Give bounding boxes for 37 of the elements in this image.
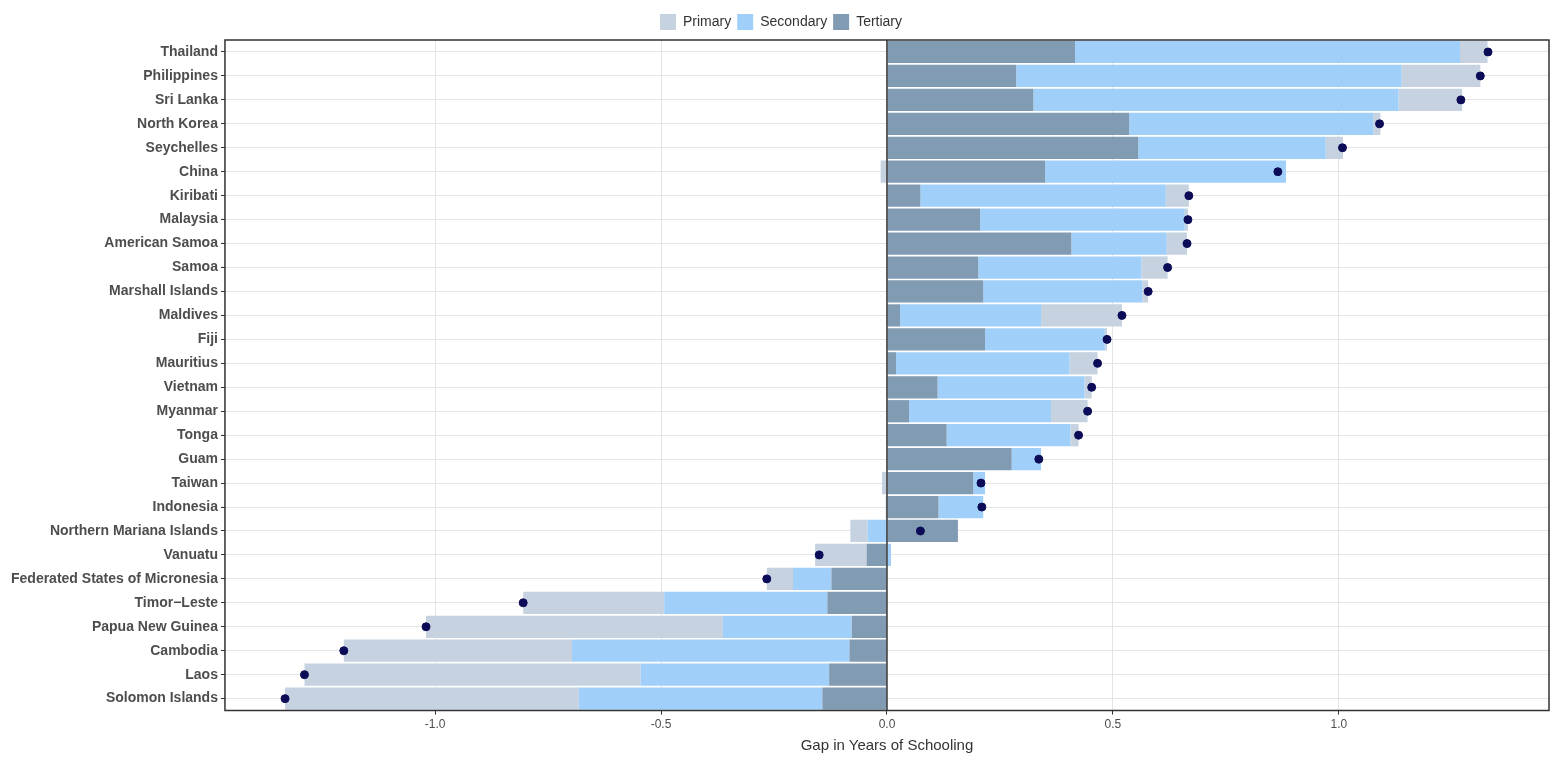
legend-label: Primary — [682, 12, 732, 29]
y-tick-label: Northern Mariana Islands — [49, 521, 219, 538]
y-tick-label: Vietnam — [163, 378, 218, 395]
y-tick-label: Papua New Guinea — [91, 617, 219, 634]
y-tick-label: American Samoa — [104, 234, 219, 251]
y-tick-label: Fiji — [197, 330, 218, 347]
y-tick-label: Myanmar — [156, 402, 219, 419]
y-tick-label: Tonga — [176, 426, 219, 443]
y-tick-label: Laos — [185, 665, 219, 682]
x-axis-title: Gap in Years of Schooling — [800, 736, 974, 754]
y-tick-label: Maldives — [158, 306, 219, 323]
y-tick-label: Indonesia — [152, 497, 219, 514]
y-tick-label: Thailand — [160, 42, 218, 59]
y-tick-label: Samoa — [172, 258, 219, 275]
y-tick-label: Sri Lanka — [154, 90, 219, 107]
y-tick-label: Mauritius — [155, 354, 219, 371]
y-tick-label: Guam — [178, 449, 218, 466]
y-tick-label: Cambodia — [150, 641, 219, 658]
y-tick-label: North Korea — [137, 114, 219, 131]
y-tick-label: Vanuatu — [163, 545, 218, 562]
legend-label: Secondary — [760, 12, 828, 29]
y-tick-label: Philippines — [143, 66, 219, 83]
x-tick-label: -1.0 — [424, 717, 446, 732]
y-tick-label: China — [179, 162, 219, 179]
y-tick-label: Seychelles — [145, 138, 219, 155]
y-tick-label: Solomon Islands — [105, 689, 219, 706]
x-tick-label: 0.5 — [1104, 717, 1122, 732]
x-tick-label: 0.0 — [878, 717, 896, 732]
y-tick-label: Federated States of Micronesia — [11, 569, 219, 586]
legend-label: Tertiary — [856, 12, 903, 29]
y-tick-label: Taiwan — [171, 473, 218, 490]
y-tick-label: Malaysia — [159, 210, 219, 227]
x-tick-label: -0.5 — [650, 717, 672, 732]
x-tick-label: 1.0 — [1330, 717, 1348, 732]
y-tick-label: Timor−Leste — [134, 593, 219, 610]
y-tick-label: Kiribati — [169, 186, 218, 203]
y-tick-label: Marshall Islands — [109, 282, 219, 299]
